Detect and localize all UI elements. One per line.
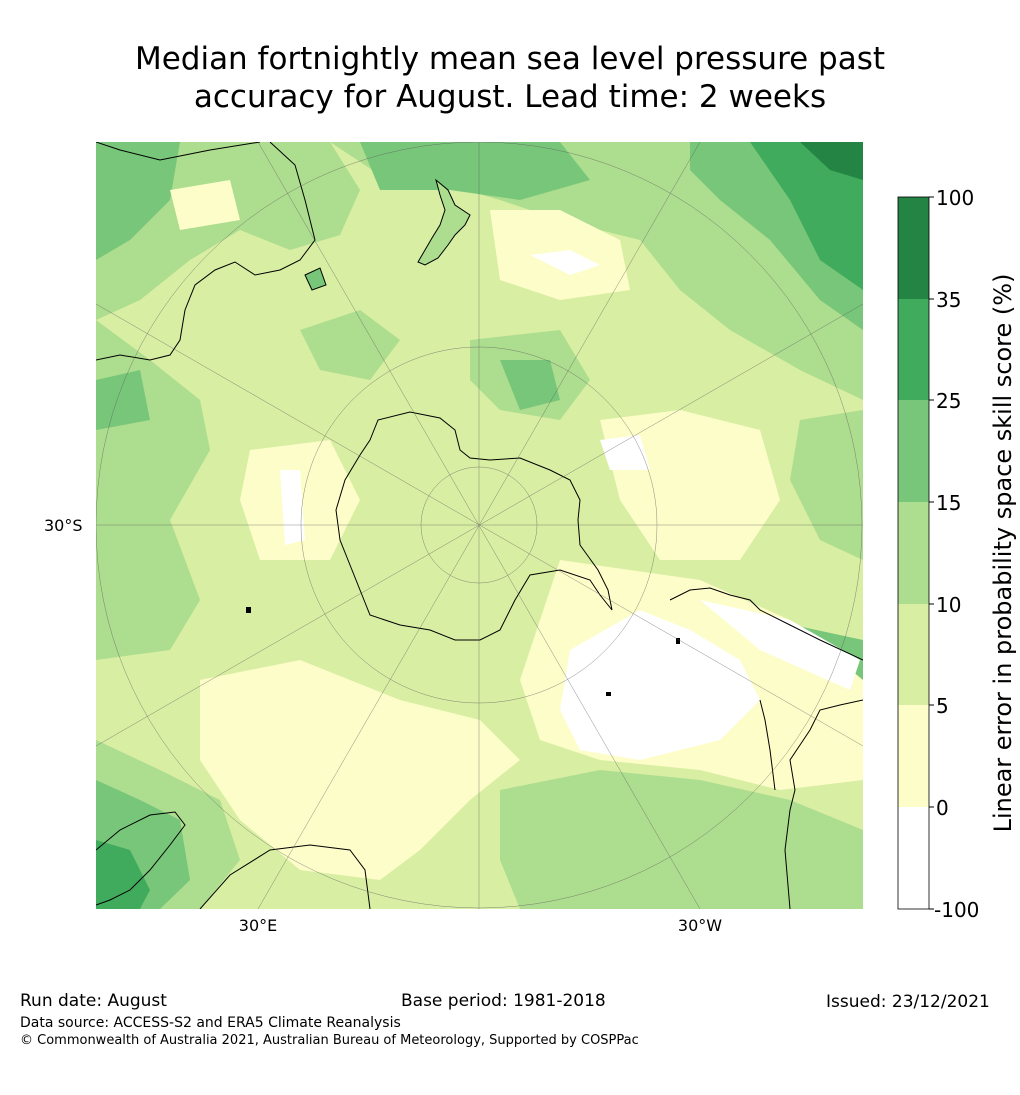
colorbar-tick: -100 <box>934 898 979 922</box>
title-line-2: accuracy for August. Lead time: 2 weeks <box>193 79 827 115</box>
island <box>246 607 251 613</box>
title-line-1: Median fortnightly mean sea level pressu… <box>134 41 886 77</box>
colorbar-tick: 5 <box>936 694 949 718</box>
new-zealand-coastline <box>417 178 471 266</box>
chart-title: Median fortnightly mean sea level pressu… <box>0 40 1020 116</box>
island <box>606 692 611 696</box>
colorbar-bin-10-15 <box>898 502 929 604</box>
colorbar-tick: 15 <box>936 491 961 515</box>
colorbar-bin-below-0 <box>898 807 929 909</box>
skill-band-25-35 <box>96 142 863 909</box>
madagascar-coastline <box>96 811 186 906</box>
colorbar-bin-35-100 <box>898 197 929 299</box>
skill-band-below-0 <box>280 250 860 760</box>
colorbar-bin-0-5 <box>898 705 929 807</box>
skill-band-35-100 <box>800 142 863 180</box>
lon-label-30w: 30°W <box>678 916 722 935</box>
base-period: Base period: 1981-2018 <box>401 991 606 1011</box>
run-date: Run date: August <box>20 991 167 1011</box>
copyright: © Commonwealth of Australia 2021, Austra… <box>20 1033 639 1048</box>
colorbar-bin-25-35 <box>898 299 929 400</box>
data-source: Data source: ACCESS-S2 and ERA5 Climate … <box>20 1015 401 1031</box>
antarctica-coastline <box>335 411 613 641</box>
colorbar-bin-5-10 <box>898 604 929 705</box>
colorbar-tick: 100 <box>936 186 974 210</box>
colorbar-tick: 35 <box>936 288 961 312</box>
skill-band-15-25 <box>96 142 863 909</box>
south-america-coastline <box>669 587 863 909</box>
graticule <box>96 142 863 909</box>
colorbar-tick: 0 <box>936 796 949 820</box>
colorbar-label: Linear error in probability space skill … <box>989 274 1017 833</box>
tasmania-coastline <box>304 267 327 291</box>
issued-date: Issued: 23/12/2021 <box>826 992 990 1012</box>
lon-label-30e: 30°E <box>239 916 277 935</box>
island <box>676 638 680 644</box>
skill-score-field <box>96 142 863 909</box>
africa-coastline <box>199 844 371 909</box>
colorbar-tick: 10 <box>936 593 961 617</box>
australia-coastline <box>96 142 316 361</box>
colorbar-bin-15-25 <box>898 400 929 502</box>
colorbar-tick: 25 <box>936 389 961 413</box>
colorbar: 100 35 25 15 10 5 0 -100 Linear error in… <box>897 186 1017 922</box>
lat-label: 30°S <box>44 516 83 535</box>
